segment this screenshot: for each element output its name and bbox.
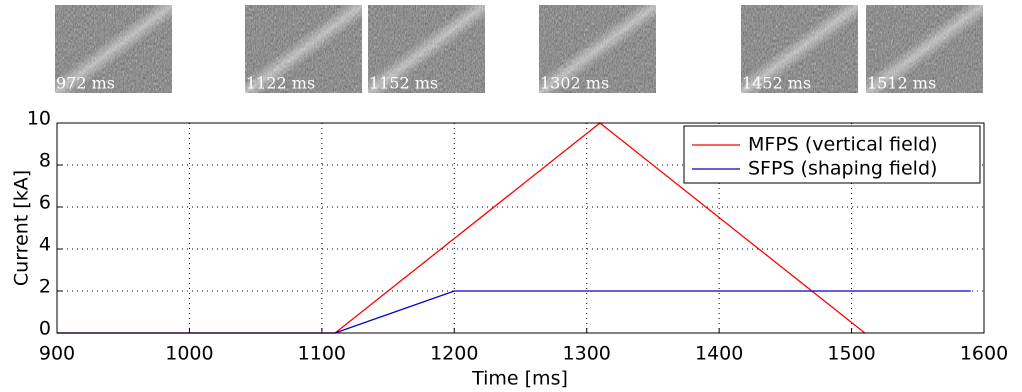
thumbnail-label: 1122 ms — [246, 74, 315, 93]
thumbnail-label: 1512 ms — [867, 74, 936, 93]
thumbnail-label: 1452 ms — [742, 74, 811, 93]
x-tick-label: 1200 — [430, 343, 478, 365]
x-tick-label: 1400 — [695, 343, 743, 365]
x-tick-label: 1500 — [827, 343, 875, 365]
y-tick-label: 2 — [39, 276, 51, 298]
thumbnail: 1512 ms — [866, 5, 983, 93]
legend-label: SFPS (shaping field) — [748, 158, 937, 180]
series-line — [57, 291, 971, 333]
legend: MFPS (vertical field)SFPS (shaping field… — [684, 126, 980, 183]
thumbnail: 1152 ms — [368, 5, 485, 93]
y-tick-label: 0 — [39, 318, 51, 340]
thumbnail-label: 972 ms — [56, 74, 115, 93]
y-tick-label: 10 — [27, 108, 51, 130]
y-tick-label: 6 — [39, 192, 51, 214]
x-tick-label: 1100 — [298, 343, 346, 365]
x-tick-label: 1600 — [960, 343, 1008, 365]
x-tick-label: 900 — [39, 343, 75, 365]
thumbnail: 1122 ms — [245, 5, 362, 93]
y-tick-label: 8 — [39, 150, 51, 172]
x-tick-label: 1000 — [165, 343, 213, 365]
thumbnail: 1302 ms — [539, 5, 656, 93]
y-tick-label: 4 — [39, 234, 51, 256]
legend-label: MFPS (vertical field) — [748, 134, 938, 156]
thumbnail-label: 1152 ms — [369, 74, 438, 93]
x-tick-label: 1300 — [563, 343, 611, 365]
x-axis-label: Time [ms] — [471, 368, 568, 390]
thumbnail: 1452 ms — [741, 5, 858, 93]
thumbnail-label: 1302 ms — [540, 74, 609, 93]
thumbnail: 972 ms — [55, 5, 172, 93]
chart: Time [ms] Current [kA] 972 ms 1122 ms 1152… — [0, 0, 1022, 392]
y-axis-label: Current [kA] — [11, 170, 33, 286]
